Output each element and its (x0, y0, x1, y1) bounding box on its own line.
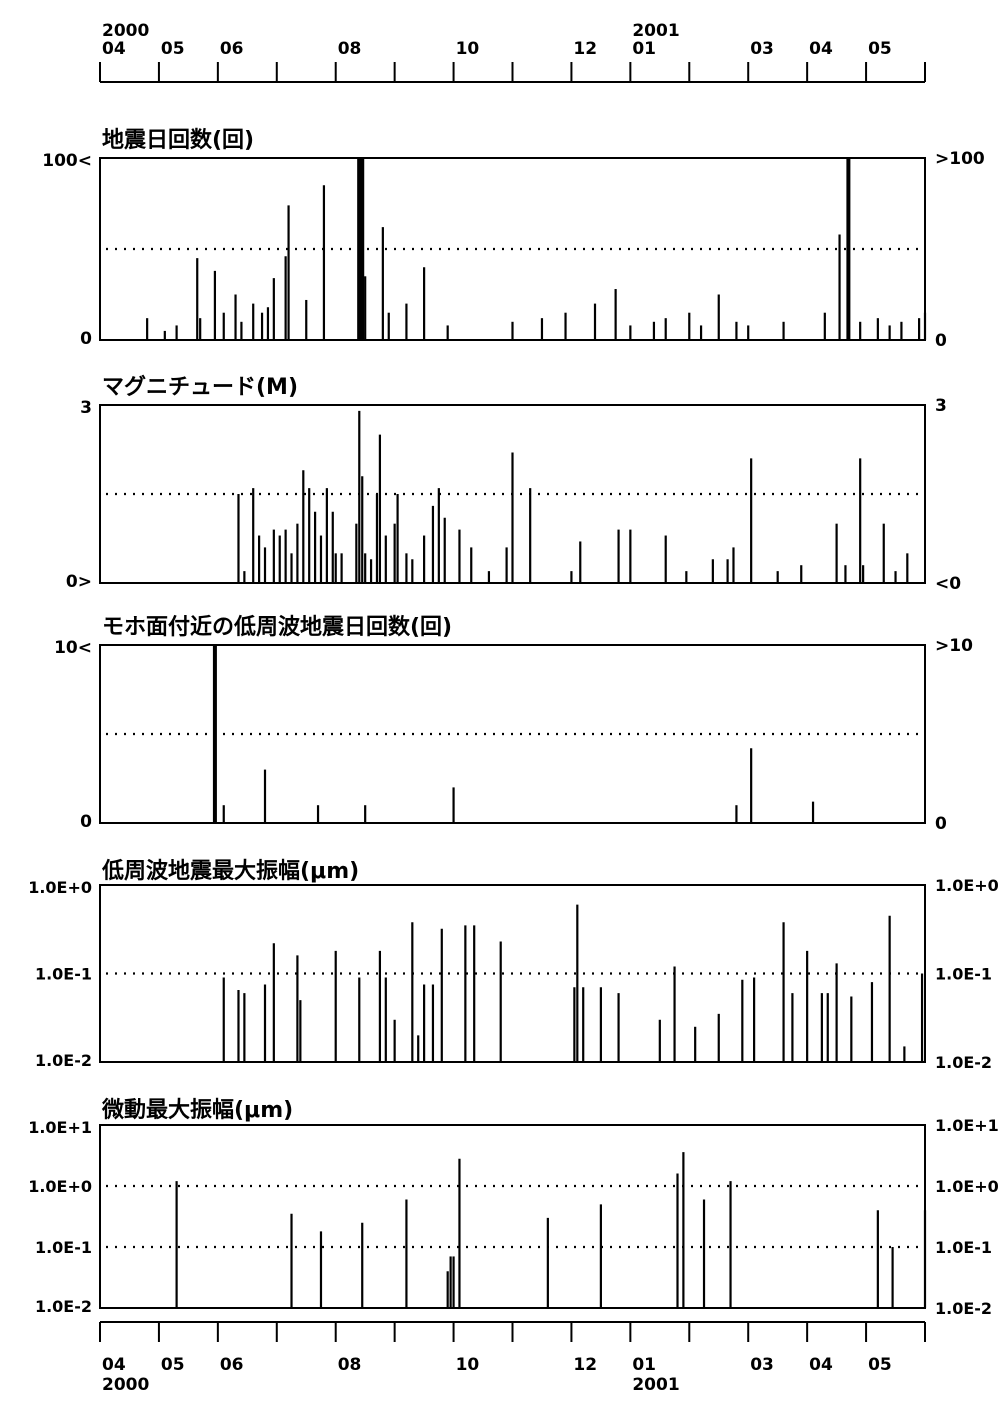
month-label: 06 (220, 1355, 244, 1375)
month-label: 03 (750, 39, 774, 59)
panel-title: マグニチュード(M) (102, 374, 298, 400)
left-tick-label: 1.0E+0 (28, 878, 92, 897)
right-tick-label: 1.0E+0 (935, 1177, 999, 1196)
month-label: 05 (161, 39, 185, 59)
left-tick-label: 1.0E-1 (35, 965, 92, 984)
chart-panel-5: 微動最大振幅(μm) 1.0E+1 1.0E+0 1.0E-1 1.0E-2 1.0E+1… (28, 1097, 999, 1318)
right-tick-label: 0 (935, 814, 947, 834)
left-tick-label: 0 (80, 329, 92, 349)
right-tick-label: 1.0E-1 (935, 1238, 992, 1257)
left-tick-label: 10< (54, 638, 92, 658)
year-label: 2000 (102, 21, 149, 41)
year-label: 2001 (632, 1375, 679, 1395)
chart-panels: 地震日回数(回)100<0>1000マグニチュード(M)30>3<0モホ面付近の… (28, 127, 999, 1318)
month-label: 01 (632, 39, 656, 59)
month-label: 03 (750, 1355, 774, 1375)
left-tick-label: 1.0E-2 (35, 1297, 92, 1316)
left-tick-label: 1.0E+0 (28, 1177, 92, 1196)
year-label: 2001 (632, 21, 679, 41)
right-tick-label: 1.0E-1 (935, 965, 992, 984)
left-tick-label: 1.0E+1 (28, 1118, 92, 1137)
month-label: 05 (161, 1355, 185, 1375)
chart-panel-4: 低周波地震最大振幅(μm) 1.0E+0 1.0E-1 1.0E-2 1.0E+0 1.0… (28, 859, 999, 1072)
left-tick-label: 0 (80, 812, 92, 832)
right-tick-label: 1.0E+1 (935, 1116, 999, 1135)
panel-title: モホ面付近の低周波地震日回数(回) (102, 614, 452, 640)
right-tick-label: >100 (935, 149, 985, 169)
month-label: 04 (102, 1355, 126, 1375)
left-tick-label: 0> (66, 572, 92, 592)
left-tick-label: 100< (42, 151, 92, 171)
panel-title: 低周波地震最大振幅(μm) (101, 859, 359, 884)
month-label: 01 (632, 1355, 656, 1375)
chart-panel-1: 地震日回数(回) 100< 0 >100 0 (42, 127, 985, 351)
right-tick-label: 3 (935, 396, 947, 416)
plot-frame (99, 644, 926, 824)
month-label: 06 (220, 39, 244, 59)
month-label: 08 (338, 39, 362, 59)
month-label: 12 (573, 39, 597, 59)
month-label: 05 (868, 1355, 892, 1375)
month-label: 04 (102, 39, 126, 59)
month-label: 04 (809, 39, 833, 59)
right-tick-label: <0 (935, 574, 961, 594)
right-tick-label: 1.0E-2 (935, 1053, 992, 1072)
panel-title: 地震日回数(回) (102, 127, 254, 153)
month-label: 10 (456, 39, 480, 59)
right-tick-label: 1.0E+0 (935, 876, 999, 895)
month-label: 04 (809, 1355, 833, 1375)
chart-panel-3: モホ面付近の低周波地震日回数(回) 10< 0 >10 0 (54, 614, 973, 834)
month-label: 10 (456, 1355, 480, 1375)
left-tick-label: 1.0E-2 (35, 1051, 92, 1070)
month-label: 12 (573, 1355, 597, 1375)
left-tick-label: 1.0E-1 (35, 1238, 92, 1257)
right-tick-label: 1.0E-2 (935, 1299, 992, 1318)
month-label: 08 (338, 1355, 362, 1375)
left-tick-label: 3 (80, 398, 92, 418)
month-label: 05 (868, 39, 892, 59)
year-label: 2000 (102, 1375, 149, 1395)
right-tick-label: >10 (935, 636, 973, 656)
chart-panel-2: マグニチュード(M) 3 0> 3 <0 (66, 374, 961, 594)
plot-frame (99, 1124, 926, 1309)
plot-frame (99, 884, 926, 1063)
panel-title: 微動最大振幅(μm) (101, 1097, 293, 1123)
right-tick-label: 0 (935, 331, 947, 351)
